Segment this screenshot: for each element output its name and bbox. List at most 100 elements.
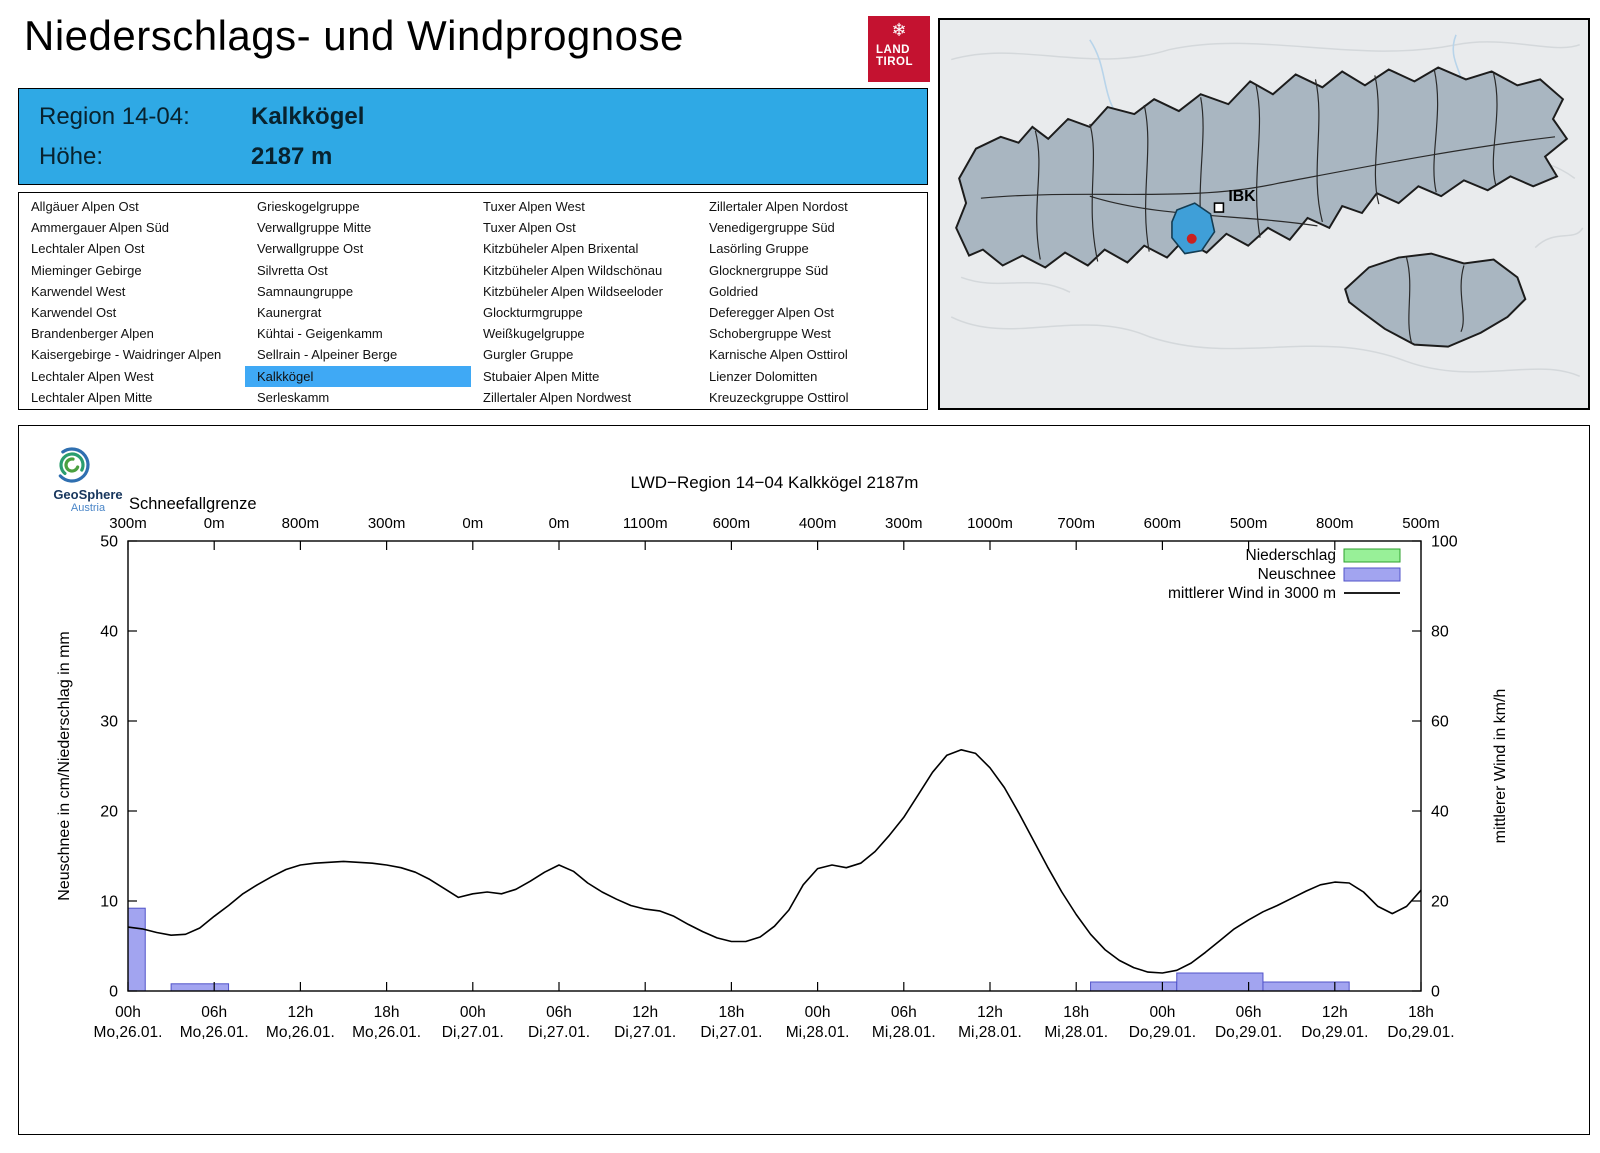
land-tirol-logo: ❄ LAND TIROL xyxy=(868,16,930,82)
legend-swatch xyxy=(1343,567,1401,582)
region-list-item[interactable]: Tuxer Alpen West xyxy=(483,199,585,214)
snowline-value: 700m xyxy=(1057,515,1095,532)
chart-title: LWD−Region 14−04 Kalkkögel 2187m xyxy=(631,473,919,492)
neuschnee-bar xyxy=(127,907,146,992)
region-list-item[interactable]: Kitzbüheler Alpen Wildseeloder xyxy=(483,283,663,299)
region-list-item[interactable]: Stubaier Alpen Mitte xyxy=(483,368,600,384)
region-list-item[interactable]: Serleskamm xyxy=(257,389,330,405)
ibk-marker xyxy=(1213,202,1225,213)
snowline-value: 1000m xyxy=(967,515,1013,532)
region-list-item[interactable]: Lienzer Dolomitten xyxy=(709,368,818,384)
x-tick-hour: 12h xyxy=(632,1004,658,1021)
legend-swatch xyxy=(1343,548,1401,563)
region-list-item[interactable]: Lechtaler Alpen Mitte xyxy=(31,389,153,405)
region-list-item[interactable]: Grieskogelgruppe xyxy=(257,199,360,214)
region-list-item[interactable]: Kreuzeckgruppe Osttirol xyxy=(709,389,849,405)
x-tick-date: Di,27.01. xyxy=(528,1024,590,1041)
x-tick-date: Mo,26.01. xyxy=(266,1024,335,1041)
region-list-item[interactable]: Tuxer Alpen Ost xyxy=(483,220,576,236)
snowline-value: 600m xyxy=(713,515,751,532)
forecast-chart-panel: GeoSphere Austria LWD−Region 14−04 Kalkk… xyxy=(18,425,1590,1135)
region-list-item[interactable]: Lechtaler Alpen West xyxy=(31,368,154,384)
x-tick-date: Mo,26.01. xyxy=(180,1024,249,1041)
altitude-value: 2187 m xyxy=(251,143,333,170)
page-title: Niederschlags- und Windprognose xyxy=(24,12,684,59)
region-list-item[interactable]: Gurgler Gruppe xyxy=(483,347,574,363)
y-left-tick-label: 50 xyxy=(100,534,118,551)
region-list-item[interactable]: Karwendel West xyxy=(31,283,126,299)
region-list-item[interactable]: Karnische Alpen Osttirol xyxy=(709,347,848,363)
x-tick-hour: 18h xyxy=(374,1004,400,1021)
region-list-item[interactable]: Samnaungruppe xyxy=(257,283,354,299)
x-tick-date: Di,27.01. xyxy=(442,1024,504,1041)
y-left-axis-title: Neuschnee in cm/Niederschlag in mm xyxy=(56,631,73,900)
plot-border xyxy=(127,540,1422,992)
geosphere-sub: Austria xyxy=(70,502,106,514)
region-list-item[interactable]: Kühtai - Geigenkamm xyxy=(257,326,383,342)
region-list-item[interactable]: Verwallgruppe Mitte xyxy=(257,220,372,236)
region-list-item[interactable]: Sellrain - Alpeiner Berge xyxy=(257,347,398,363)
region-list-item[interactable]: Mieminger Gebirge xyxy=(31,262,142,278)
region-list-item[interactable]: Glocknergruppe Süd xyxy=(709,262,829,278)
snowline-value: 0m xyxy=(462,515,483,532)
region-list-item-selected[interactable]: Kalkkögel xyxy=(245,365,471,387)
x-tick-date: Di,27.01. xyxy=(700,1024,762,1041)
region-list-item[interactable]: Glockturmgruppe xyxy=(483,304,583,320)
legend-label: mittlerer Wind in 3000 m xyxy=(1168,585,1336,602)
map-region-selected[interactable] xyxy=(1171,202,1216,255)
x-tick-hour: 18h xyxy=(1408,1004,1434,1021)
region-list-item[interactable]: Goldried xyxy=(709,283,759,299)
x-tick-hour: 12h xyxy=(1322,1004,1348,1021)
logo-line2: TIROL xyxy=(876,56,913,68)
region-list-item[interactable]: Lechtaler Alpen Ost xyxy=(31,241,145,257)
y-left-tick-label: 20 xyxy=(100,804,118,821)
neuschnee-bar xyxy=(170,983,230,992)
y-right-tick-label: 40 xyxy=(1431,804,1449,821)
x-tick-date: Mo,26.01. xyxy=(94,1024,163,1041)
region-list-item[interactable]: Kitzbüheler Alpen Brixental xyxy=(483,241,639,257)
region-list-item[interactable]: Kitzbüheler Alpen Wildschönau xyxy=(483,262,663,278)
region-list-item[interactable]: Deferegger Alpen Ost xyxy=(709,304,835,320)
ibk-label: IBK xyxy=(1228,188,1256,205)
x-tick-date: Mi,28.01. xyxy=(1044,1024,1108,1041)
region-list-item[interactable]: Schobergruppe West xyxy=(709,326,831,342)
region-list-item[interactable]: Venedigergruppe Süd xyxy=(709,220,835,236)
region-list-item[interactable]: Weißkugelgruppe xyxy=(483,326,585,342)
region-list-item[interactable]: Zillertaler Alpen Nordost xyxy=(709,199,848,214)
forecast-chart: LWD−Region 14−04 Kalkkögel 2187m Schneefa… xyxy=(56,473,1509,1041)
region-header: Region 14-04: Kalkkögel Höhe: 2187 m xyxy=(18,88,928,185)
region-list-item[interactable]: Verwallgruppe Ost xyxy=(257,241,364,257)
snowline-label: Schneefallgrenze xyxy=(129,495,257,513)
tirol-map-panel: IBK xyxy=(938,18,1590,410)
tirol-map: IBK xyxy=(941,20,1587,408)
x-tick-date: Do,29.01. xyxy=(1129,1024,1196,1041)
x-tick-date: Do,29.01. xyxy=(1387,1024,1454,1041)
snowline-value: 300m xyxy=(885,515,923,532)
logo-line1: LAND xyxy=(876,44,910,56)
x-tick-date: Do,29.01. xyxy=(1215,1024,1282,1041)
snowflake-icon: ❄ xyxy=(891,20,907,40)
x-tick-hour: 06h xyxy=(1236,1004,1262,1021)
region-list-item[interactable]: Allgäuer Alpen Ost xyxy=(31,199,139,214)
region-list: Allgäuer Alpen Ost Ammergauer Alpen Süd Le… xyxy=(18,192,928,410)
x-tick-hour: 00h xyxy=(460,1004,486,1021)
neuschnee-bar xyxy=(1176,972,1264,992)
geosphere-logo: GeoSphere Austria xyxy=(49,442,127,514)
x-tick-date: Mi,28.01. xyxy=(786,1024,850,1041)
region-list-item[interactable]: Kaisergebirge - Waidringer Alpen xyxy=(31,347,222,363)
snowline-value: 0m xyxy=(549,515,570,532)
geosphere-spiral-icon xyxy=(54,447,90,483)
region-list-item[interactable]: Kaunergrat xyxy=(257,304,322,320)
geosphere-name: GeoSphere xyxy=(53,487,123,502)
region-list-item[interactable]: Lasörling Gruppe xyxy=(709,241,809,257)
region-list-item[interactable]: Karwendel Ost xyxy=(31,304,117,320)
region-list-item[interactable]: Silvretta Ost xyxy=(257,262,328,278)
region-list-item[interactable]: Brandenberger Alpen xyxy=(31,326,154,342)
region-list-item[interactable]: Zillertaler Alpen Nordwest xyxy=(483,389,632,405)
snowline-value: 800m xyxy=(282,515,320,532)
region-list-item[interactable]: Ammergauer Alpen Süd xyxy=(31,220,170,236)
region-name: Kalkkögel xyxy=(251,103,365,130)
neuschnee-bar xyxy=(1090,981,1178,992)
snowline-value: 800m xyxy=(1316,515,1354,532)
